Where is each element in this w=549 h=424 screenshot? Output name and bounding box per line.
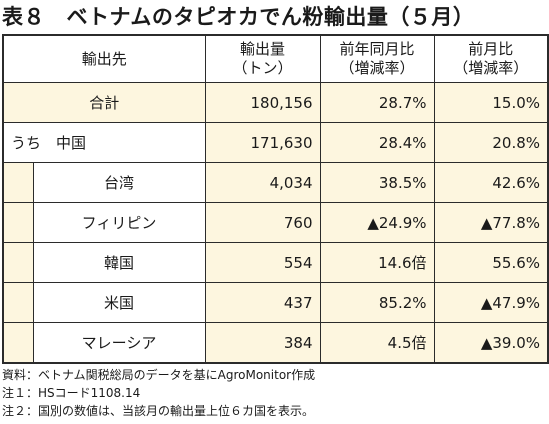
- header-mom-label: 前月比: [468, 40, 514, 58]
- header-yoy: 前年同月比 （増減率）: [319, 34, 435, 83]
- row-name: 米国: [32, 282, 206, 323]
- table-row: フィリピン 760 ▲24.9% ▲77.8%: [2, 202, 549, 243]
- row-volume: 760: [204, 202, 321, 243]
- row-mom: 42.6%: [433, 162, 549, 203]
- row-name: 韓国: [32, 242, 206, 283]
- header-volume-unit: （トン）: [232, 59, 293, 77]
- header-yoy-unit: （増減率）: [339, 59, 415, 77]
- row-total-name: 合計: [2, 82, 206, 123]
- table-row: 米国 437 85.2% ▲47.9%: [2, 282, 549, 323]
- header-destination: 輸出先: [2, 34, 206, 83]
- header-mom: 前月比 （増減率）: [433, 34, 549, 83]
- row-name: うち 中国: [2, 122, 206, 163]
- row-volume: 384: [204, 322, 321, 364]
- export-volume-table: 輸出先 輸出量 （トン） 前年同月比 （増減率） 前月比 （増減率） 合計 18…: [2, 34, 549, 364]
- row-mom: ▲39.0%: [433, 322, 549, 364]
- row-yoy: 4.5倍: [319, 322, 435, 364]
- note-1: 注１：HSコード1108.14: [2, 386, 141, 400]
- row-volume: 437: [204, 282, 321, 323]
- table-title: 表８ ベトナムのタピオカでん粉輸出量（５月）: [2, 5, 475, 29]
- header-mom-unit: （増減率）: [453, 59, 529, 77]
- row-yoy: 14.6倍: [319, 242, 435, 283]
- row-name: マレーシア: [32, 322, 206, 364]
- row-volume: 4,034: [204, 162, 321, 203]
- indent-cell: [2, 202, 34, 243]
- row-name: 台湾: [32, 162, 206, 203]
- row-yoy: ▲24.9%: [319, 202, 435, 243]
- indent-cell: [2, 322, 34, 364]
- table-header-row: 輸出先 輸出量 （トン） 前年同月比 （増減率） 前月比 （増減率）: [2, 34, 549, 83]
- footnotes: 資料：ベトナム関税総局のデータを基にAgroMonitor作成 注１：HSコード…: [2, 366, 547, 420]
- row-total-mom: 15.0%: [433, 82, 549, 123]
- note-2: 注２：国別の数値は、当該月の輸出量上位６カ国を表示。: [2, 404, 315, 418]
- table-row: 韓国 554 14.6倍 55.6%: [2, 242, 549, 283]
- header-volume-label: 輸出量: [240, 40, 286, 58]
- row-mom: 20.8%: [433, 122, 549, 163]
- header-yoy-label: 前年同月比: [339, 40, 415, 58]
- table-row: うち 中国 171,630 28.4% 20.8%: [2, 122, 549, 163]
- indent-cell: [2, 282, 34, 323]
- row-total-volume: 180,156: [204, 82, 321, 123]
- header-volume: 輸出量 （トン）: [204, 34, 321, 83]
- source-note: 資料：ベトナム関税総局のデータを基にAgroMonitor作成: [2, 368, 316, 382]
- row-mom: ▲47.9%: [433, 282, 549, 323]
- table-row: マレーシア 384 4.5倍 ▲39.0%: [2, 322, 549, 364]
- table-row: 台湾 4,034 38.5% 42.6%: [2, 162, 549, 203]
- row-yoy: 28.4%: [319, 122, 435, 163]
- row-mom: 55.6%: [433, 242, 549, 283]
- row-mom: ▲77.8%: [433, 202, 549, 243]
- table-row-total: 合計 180,156 28.7% 15.0%: [2, 82, 549, 123]
- row-total-yoy: 28.7%: [319, 82, 435, 123]
- row-name: フィリピン: [32, 202, 206, 243]
- row-yoy: 85.2%: [319, 282, 435, 323]
- row-volume: 554: [204, 242, 321, 283]
- row-volume: 171,630: [204, 122, 321, 163]
- row-yoy: 38.5%: [319, 162, 435, 203]
- indent-cell: [2, 242, 34, 283]
- indent-cell: [2, 162, 34, 203]
